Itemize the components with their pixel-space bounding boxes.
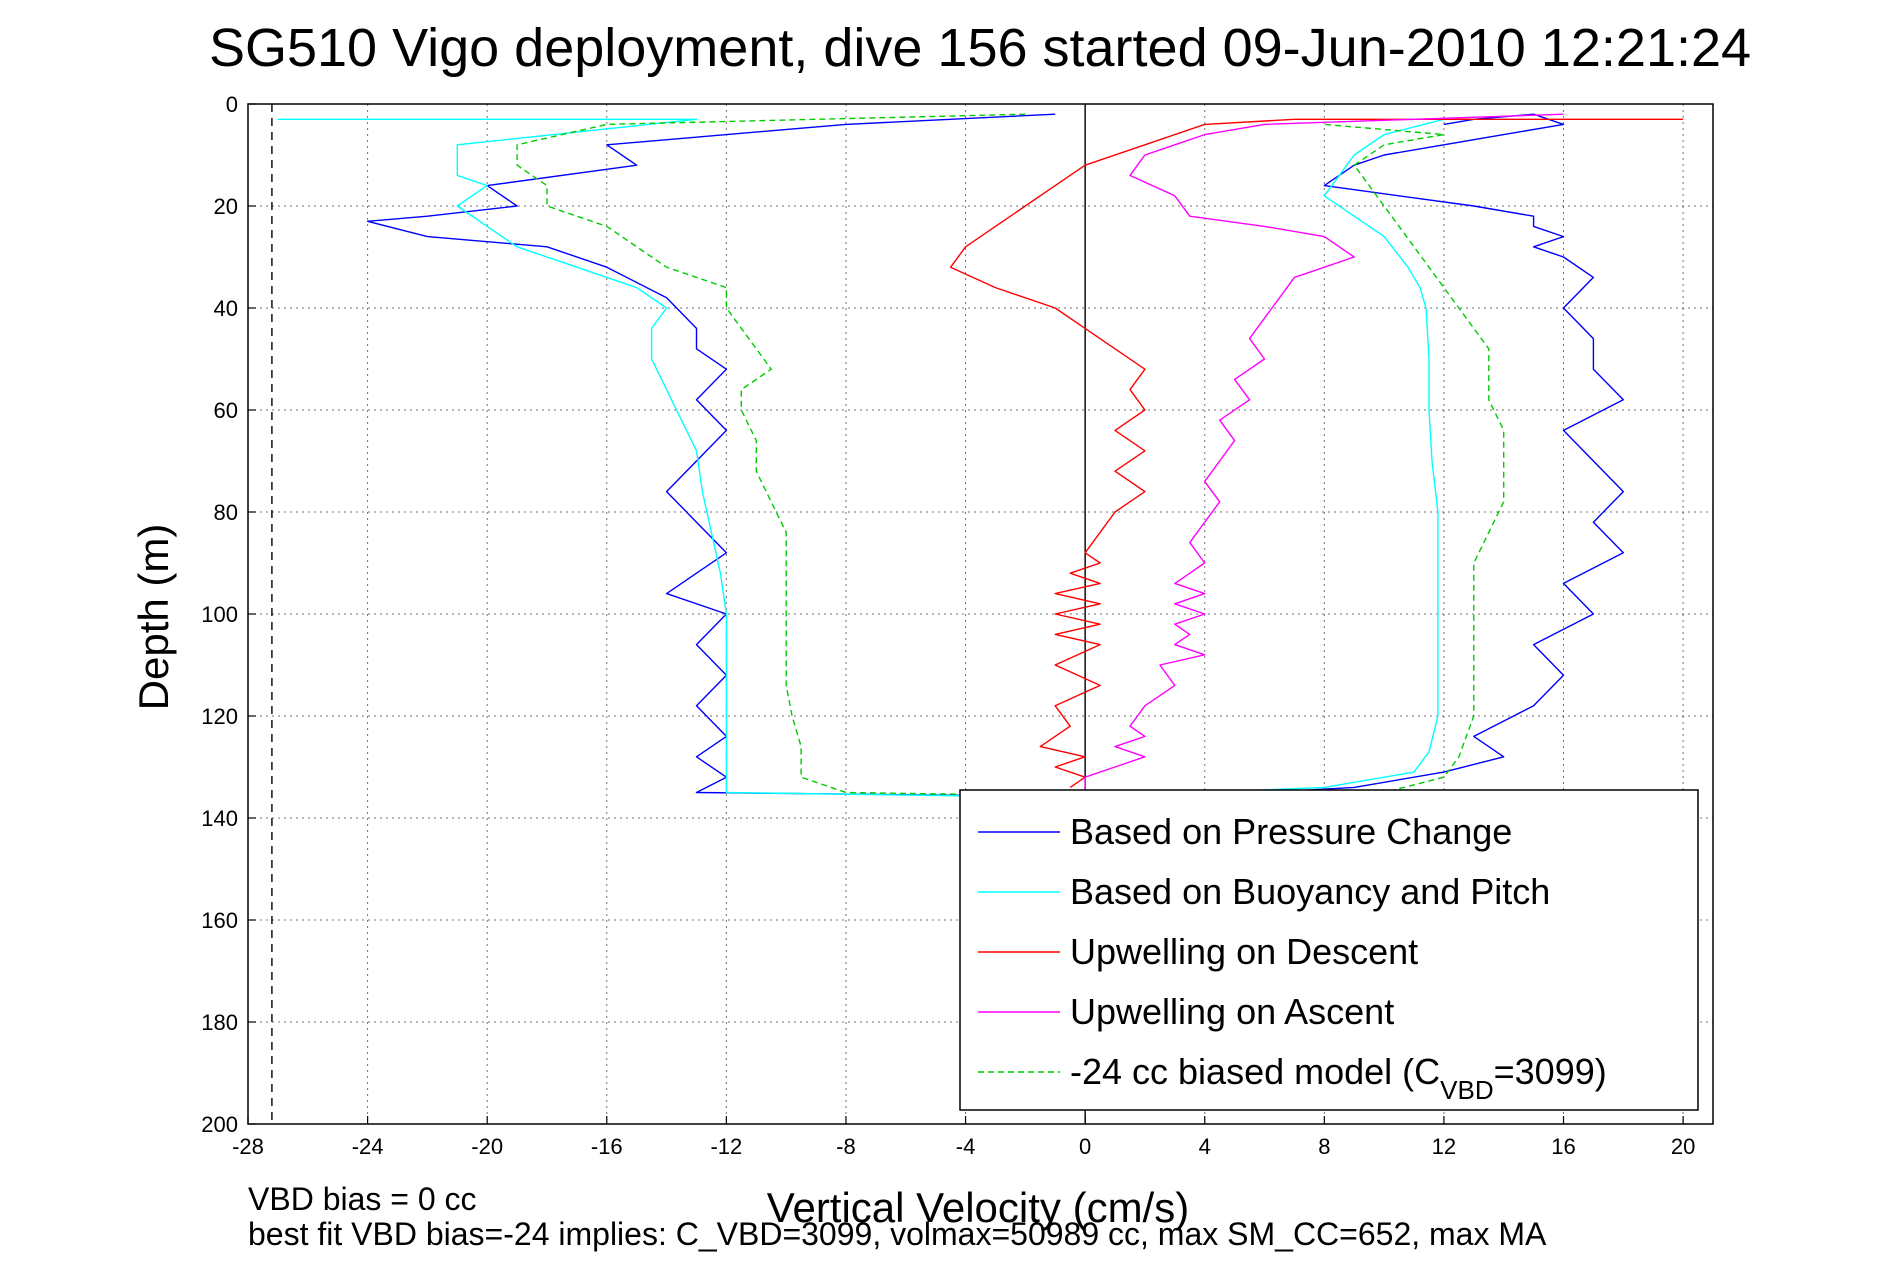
legend-label-tail: =3099)	[1494, 1051, 1607, 1092]
x-tick-label: -16	[591, 1134, 623, 1159]
legend-label-1: Based on Pressure Change	[1070, 811, 1512, 852]
series-lines	[277, 113, 1684, 799]
legend-label-4: Upwelling on Ascent	[1070, 991, 1394, 1032]
x-tick-label: -24	[352, 1134, 384, 1159]
x-tick-label: -4	[956, 1134, 976, 1159]
x-tick-label: 12	[1432, 1134, 1456, 1159]
series-line-5	[516, 113, 1505, 799]
y-tick-label: 200	[201, 1112, 238, 1137]
x-tick-label: -20	[471, 1134, 503, 1159]
y-tick-label: 20	[214, 194, 238, 219]
y-tick-label: 120	[201, 704, 238, 729]
legend-label-2: Based on Buoyancy and Pitch	[1070, 871, 1550, 912]
y-tick-label: 180	[201, 1010, 238, 1035]
y-tick-label: 140	[201, 806, 238, 831]
y-tick-label: 40	[214, 296, 238, 321]
y-tick-labels: 0 20 40 60 80 100 120 140 160 180 200	[201, 92, 238, 1137]
y-tick-label: 60	[214, 398, 238, 423]
annotation-vbd-bias: VBD bias = 0 cc	[248, 1181, 477, 1217]
legend-box	[959, 789, 1699, 1111]
y-axis-label: Depth (m)	[130, 524, 177, 711]
legend-label-3: Upwelling on Descent	[1070, 931, 1418, 972]
x-tick-labels: -28 -24 -20 -16 -12 -8 -4 0 4 8 12 16 20	[232, 1134, 1695, 1159]
x-tick-label: 20	[1671, 1134, 1695, 1159]
x-tick-label: -28	[232, 1134, 264, 1159]
series-line-4	[1084, 113, 1564, 798]
x-tick-label: 8	[1318, 1134, 1330, 1159]
series-line-3	[949, 118, 1684, 788]
x-axis-label: Vertical Velocity (cm/s)	[767, 1184, 1189, 1231]
x-tick-label: -12	[710, 1134, 742, 1159]
series-line-2	[277, 118, 1445, 799]
y-tick-label: 0	[226, 92, 238, 117]
legend-subscript: VBD	[1440, 1075, 1493, 1105]
x-tick-label: 16	[1551, 1134, 1575, 1159]
annotation-best-fit: best fit VBD bias=-24 implies: C_VBD=309…	[248, 1216, 1547, 1252]
x-tick-label: 0	[1079, 1134, 1091, 1159]
x-tick-label: -8	[836, 1134, 856, 1159]
y-tick-label: 80	[214, 500, 238, 525]
y-tick-label: 100	[201, 602, 238, 627]
x-tick-label: 4	[1199, 1134, 1211, 1159]
chart-title: SG510 Vigo deployment, dive 156 started …	[209, 18, 1751, 78]
plot-area-frame	[247, 103, 1714, 1125]
y-tick-label: 160	[201, 908, 238, 933]
series-line-1	[366, 113, 1625, 799]
legend: Based on Pressure Change Based on Buoyanc…	[959, 789, 1699, 1111]
